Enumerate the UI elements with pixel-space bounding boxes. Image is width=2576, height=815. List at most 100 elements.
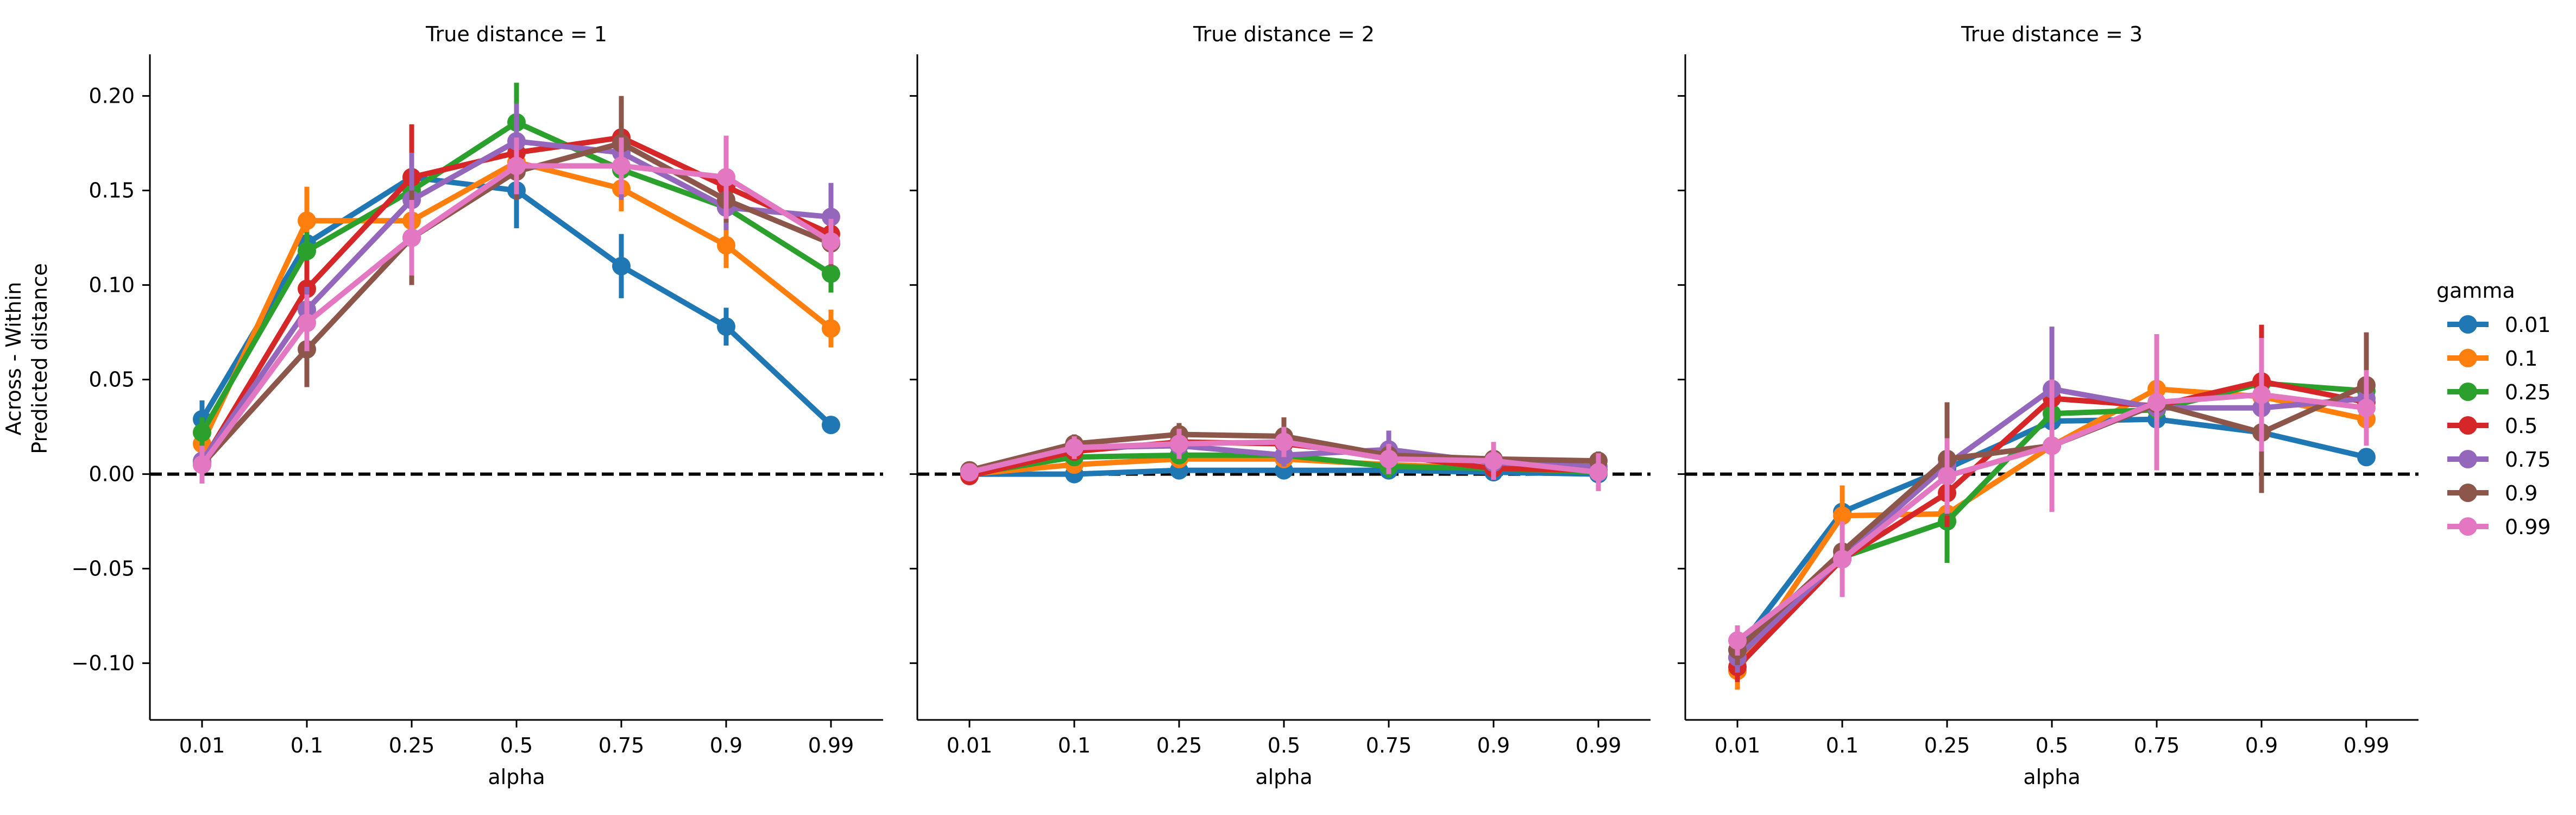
data-point xyxy=(1833,506,1851,525)
data-point xyxy=(1380,449,1398,468)
data-point xyxy=(298,211,316,230)
data-point xyxy=(298,241,316,260)
x-tick-label: 0.75 xyxy=(599,734,645,757)
y-tick-label: 0.10 xyxy=(89,273,135,297)
data-point xyxy=(1833,550,1851,569)
data-point xyxy=(612,156,631,175)
series-gamma-0.99 xyxy=(960,427,1608,491)
x-tick-label: 0.1 xyxy=(1826,734,1859,757)
x-tick-label: 0.25 xyxy=(1924,734,1970,757)
legend-item-0.5: 0.5 xyxy=(2447,414,2537,438)
panel-2: True distance = 20.01 0.1 0.25 0.5 0.75 0.9 0.… xyxy=(910,22,1651,789)
legend-item-0.1: 0.1 xyxy=(2447,347,2537,371)
data-point xyxy=(822,208,840,227)
legend-label: 0.99 xyxy=(2505,515,2551,539)
data-point xyxy=(1728,631,1747,650)
legend-label: 0.01 xyxy=(2505,313,2551,337)
y-axis-title-line-1: Across - Within xyxy=(2,282,26,436)
data-point xyxy=(2043,436,2061,455)
legend-swatch-marker xyxy=(2459,450,2477,468)
x-tick-label: 0.99 xyxy=(808,734,854,757)
panel-1: True distance = 1 −0.10 −0.05 0.00 0.05 0.10 0… xyxy=(72,22,883,789)
data-point xyxy=(2252,385,2271,404)
data-point xyxy=(1938,467,1956,486)
series-gamma-0.99 xyxy=(1728,334,2376,656)
legend-title: gamma xyxy=(2436,279,2515,303)
y-axis-title-line-2: Predicted distance xyxy=(28,263,52,454)
x-tick-label: 0.1 xyxy=(1058,734,1091,757)
legend-item-0.25: 0.25 xyxy=(2447,380,2551,404)
data-point xyxy=(822,416,840,435)
data-point xyxy=(193,455,211,474)
data-point xyxy=(193,423,211,442)
x-tick-label: 0.99 xyxy=(2344,734,2390,757)
y-tick-label: −0.05 xyxy=(72,557,135,581)
axes: −0.10 −0.05 0.00 0.05 0.10 0.15 0.20 0.01 0.1 0.2… xyxy=(72,54,883,789)
legend-swatch-marker xyxy=(2459,383,2477,401)
panel-title: True distance = 2 xyxy=(1193,22,1375,46)
data-point xyxy=(402,228,421,247)
legend-item-0.75: 0.75 xyxy=(2447,448,2551,472)
axes: 0.01 0.1 0.25 0.5 0.75 0.9 0.99 alpha xyxy=(910,54,1651,789)
x-tick-label: 0.75 xyxy=(1366,734,1412,757)
axes: 0.01 0.1 0.25 0.5 0.75 0.9 0.99 alpha xyxy=(1678,54,2418,789)
panel-3: True distance = 30.01 0.1 0.25 0.5 0.75 0.9 0.… xyxy=(1678,22,2418,789)
data-point xyxy=(717,317,735,336)
legend-swatch-marker xyxy=(2459,416,2477,435)
legend-label: 0.9 xyxy=(2505,481,2537,505)
data-point xyxy=(1589,463,1608,482)
x-tick-label: 0.25 xyxy=(1156,734,1202,757)
data-point xyxy=(507,156,526,175)
legend-label: 0.75 xyxy=(2505,448,2551,472)
data-point xyxy=(2357,448,2376,467)
panel-title: True distance = 1 xyxy=(425,22,607,46)
panel-title: True distance = 3 xyxy=(1961,22,2143,46)
panels: True distance = 1 −0.10 −0.05 0.00 0.05 0.10 0… xyxy=(72,22,2418,789)
legend-label: 0.5 xyxy=(2505,414,2537,438)
data-point xyxy=(960,463,979,482)
y-axis-title: Across - Within Predicted distance xyxy=(2,263,52,454)
x-tick-label: 0.01 xyxy=(179,734,225,757)
legend-swatch-marker xyxy=(2459,349,2477,367)
data-point xyxy=(822,264,840,283)
legend-item-0.9: 0.9 xyxy=(2447,481,2537,505)
x-tick-label: 0.9 xyxy=(2245,734,2278,757)
x-tick-label: 0.99 xyxy=(1576,734,1622,757)
data-point xyxy=(717,168,735,187)
x-tick-label: 0.1 xyxy=(291,734,323,757)
x-tick-label: 0.01 xyxy=(947,734,993,757)
x-tick-label: 0.5 xyxy=(2036,734,2068,757)
data-point xyxy=(822,232,840,251)
data-point xyxy=(717,236,735,255)
y-tick-label: 0.15 xyxy=(89,179,135,203)
y-tick-label: 0.05 xyxy=(89,368,135,392)
x-tick-label: 0.9 xyxy=(710,734,742,757)
legend-swatch-marker xyxy=(2459,517,2477,536)
data-point xyxy=(2147,393,2166,412)
data-point xyxy=(1275,432,1293,452)
legend-item-0.01: 0.01 xyxy=(2447,313,2551,337)
data-point xyxy=(298,314,316,333)
data-point xyxy=(2357,398,2376,417)
x-tick-label: 0.75 xyxy=(2134,734,2180,757)
data-point xyxy=(822,319,840,338)
legend-swatch-marker xyxy=(2459,484,2477,502)
legend-swatch-marker xyxy=(2459,315,2477,334)
x-tick-label: 0.5 xyxy=(1268,734,1300,757)
y-tick-label: −0.10 xyxy=(72,651,135,675)
x-tick-label: 0.25 xyxy=(389,734,435,757)
legend-label: 0.25 xyxy=(2505,380,2551,404)
data-point xyxy=(1484,452,1503,471)
x-axis-title: alpha xyxy=(488,765,545,789)
data-point xyxy=(1170,434,1188,453)
x-tick-label: 0.9 xyxy=(1477,734,1510,757)
legend-label: 0.1 xyxy=(2505,347,2537,371)
data-point xyxy=(1065,438,1084,457)
x-tick-label: 0.01 xyxy=(1715,734,1761,757)
x-axis-title: alpha xyxy=(2023,765,2080,789)
y-tick-label: 0.20 xyxy=(89,84,135,108)
legend-item-0.99: 0.99 xyxy=(2447,515,2551,539)
legend: gamma 0.01 0.1 0.25 0.5 0.75 0.9 0.99 xyxy=(2436,279,2551,539)
x-axis-title: alpha xyxy=(1255,765,1312,789)
